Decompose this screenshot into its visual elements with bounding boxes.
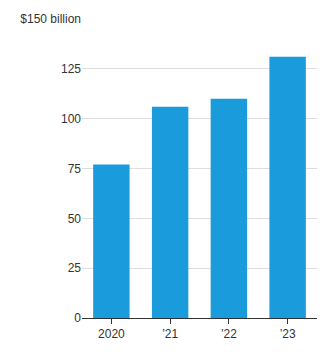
svg-text:125: 125 <box>61 62 81 76</box>
svg-text:50: 50 <box>68 212 82 226</box>
svg-text:’23: ’23 <box>280 327 296 341</box>
svg-text:0: 0 <box>74 311 81 325</box>
svg-text:’22: ’22 <box>221 327 237 341</box>
svg-text:$150 billion: $150 billion <box>20 12 81 26</box>
svg-text:100: 100 <box>61 112 81 126</box>
svg-text:’21: ’21 <box>162 327 178 341</box>
svg-text:2020: 2020 <box>98 327 125 341</box>
svg-text:25: 25 <box>68 261 82 275</box>
svg-text:75: 75 <box>68 162 82 176</box>
